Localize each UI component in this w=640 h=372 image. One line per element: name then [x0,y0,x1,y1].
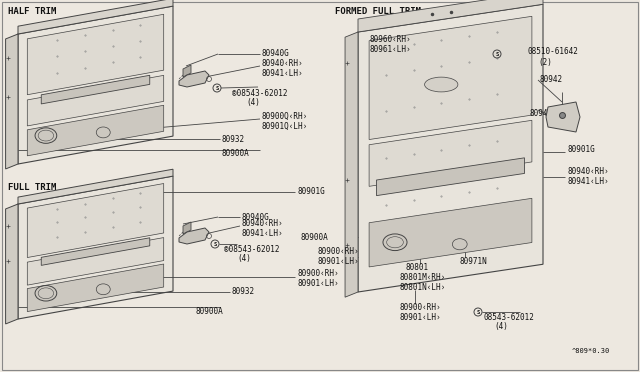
Text: (2): (2) [538,58,552,67]
Text: 80940‹RH›: 80940‹RH› [242,219,284,228]
Text: S: S [216,86,219,90]
Text: FULL TRIM: FULL TRIM [8,183,56,192]
Polygon shape [6,204,18,324]
Text: 80940G: 80940G [242,212,269,221]
Polygon shape [546,102,580,132]
Text: 80932: 80932 [222,135,245,144]
Polygon shape [18,0,173,34]
Polygon shape [18,176,173,319]
Text: 80960‹RH›: 80960‹RH› [370,35,412,45]
Text: 80942: 80942 [540,76,563,84]
Text: 80900‹RH›: 80900‹RH› [400,304,442,312]
Polygon shape [179,71,209,87]
Polygon shape [28,105,164,156]
Text: ^809*0.30: ^809*0.30 [572,348,610,354]
Polygon shape [345,32,358,297]
Polygon shape [183,222,191,234]
Polygon shape [6,34,18,169]
Text: 80941‹LH›: 80941‹LH› [262,70,303,78]
Polygon shape [358,0,543,32]
Text: S: S [495,51,499,57]
Text: (4): (4) [237,254,251,263]
Text: S: S [476,310,479,314]
Text: HALF TRIM: HALF TRIM [8,7,56,16]
Polygon shape [369,16,532,140]
Polygon shape [18,169,173,204]
Text: 80900‹RH›: 80900‹RH› [297,269,339,279]
Text: 80932: 80932 [232,288,255,296]
Text: 08543-62012: 08543-62012 [484,312,535,321]
Text: 80940‹RH›: 80940‹RH› [262,60,303,68]
Polygon shape [28,238,164,285]
Text: 80900‹RH›: 80900‹RH› [318,247,360,257]
Polygon shape [41,238,150,265]
Text: 08510-61642: 08510-61642 [527,48,578,57]
Text: (4): (4) [246,97,260,106]
Text: 80901G: 80901G [567,145,595,154]
Text: 80900Q‹RH›: 80900Q‹RH› [262,112,308,121]
Polygon shape [358,4,543,292]
Text: 80901Q‹LH›: 80901Q‹LH› [262,122,308,131]
Text: 80901‹LH›: 80901‹LH› [318,257,360,266]
Text: 80901G: 80901G [297,187,324,196]
Text: (4): (4) [494,323,508,331]
Text: 80941‹LH›: 80941‹LH› [567,177,609,186]
Text: 80801M‹RH›: 80801M‹RH› [400,273,446,282]
Polygon shape [28,14,164,95]
Text: 80961‹LH›: 80961‹LH› [370,45,412,55]
Text: 80801N‹LH›: 80801N‹LH› [400,283,446,292]
Polygon shape [28,183,164,257]
Polygon shape [183,65,191,77]
Text: ®08543-62012: ®08543-62012 [224,244,280,253]
Text: 80941‹LH›: 80941‹LH› [242,230,284,238]
Text: 80901‹LH›: 80901‹LH› [400,314,442,323]
Text: 80900A: 80900A [222,150,250,158]
Polygon shape [41,75,150,104]
Polygon shape [18,6,173,164]
Text: 80900A: 80900A [196,307,224,315]
Polygon shape [376,158,525,196]
Text: 80971N: 80971N [460,257,488,266]
Polygon shape [28,264,164,312]
Polygon shape [369,198,532,267]
Text: 80940‹RH›: 80940‹RH› [567,167,609,176]
Text: 80901‹LH›: 80901‹LH› [297,279,339,289]
Text: FORMED FULL TRIM: FORMED FULL TRIM [335,7,421,16]
Text: 80940G: 80940G [262,49,290,58]
Ellipse shape [424,77,458,92]
Text: 80900A: 80900A [300,232,328,241]
Polygon shape [179,228,209,244]
Text: S: S [213,241,216,247]
Text: 80801: 80801 [406,263,429,273]
Text: 80940G: 80940G [530,109,557,119]
Polygon shape [369,120,532,186]
Text: ®08543-62012: ®08543-62012 [232,89,287,97]
Polygon shape [28,76,164,126]
